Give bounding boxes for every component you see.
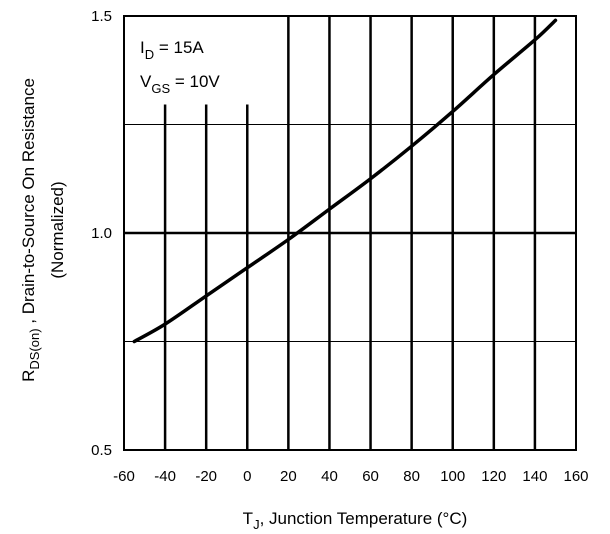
- x-axis-label-sub: J: [253, 517, 260, 532]
- y-tick-labels: 0.5 1.0 1.5: [91, 8, 112, 459]
- x-tick-label: 0: [243, 468, 251, 485]
- annotation-main: V: [140, 72, 152, 91]
- y-axis-label-line1-wrap: RDS(on) , Drain-to-Source On Resistance: [19, 78, 42, 382]
- y-tick-label: 1.5: [91, 8, 112, 25]
- annotation-rest: = 15A: [154, 38, 204, 57]
- condition-annotation: VGS = 10V: [140, 72, 220, 96]
- x-tick-label: -60: [113, 468, 135, 485]
- grid-lines: [124, 16, 576, 450]
- y-axis-label-rest: , Drain-to-Source On Resistance: [19, 78, 38, 328]
- plot-frame: [123, 15, 577, 451]
- annotation-main: I: [140, 38, 145, 57]
- annotation-sub: D: [145, 47, 154, 62]
- x-tick-label: 100: [440, 468, 465, 485]
- y-axis-label-sub: DS(on): [27, 328, 42, 369]
- annotation-sub: GS: [151, 81, 170, 96]
- y-axis-label: RDS(on) , Drain-to-Source On Resistance: [19, 78, 42, 382]
- x-tick-label: -20: [195, 468, 217, 485]
- x-axis-label: TJ, Junction Temperature (°C): [243, 509, 468, 532]
- annotation-rest: = 10V: [170, 72, 220, 91]
- x-tick-label: 160: [563, 468, 588, 485]
- y-axis-label-line2-wrap: (Normalized): [48, 181, 67, 278]
- x-tick-label: 140: [522, 468, 547, 485]
- x-tick-label: 120: [481, 468, 506, 485]
- x-tick-labels: -60 -40 -20 0 20 40 60 80 100 120 140 160: [113, 468, 588, 485]
- y-axis-label-main: R: [19, 370, 38, 382]
- condition-annotation: ID = 15A: [140, 38, 204, 62]
- x-tick-label: 40: [321, 468, 338, 485]
- y-axis-label-normalized: (Normalized): [48, 181, 67, 278]
- y-tick-label: 1.0: [91, 225, 112, 242]
- x-tick-label: -40: [154, 468, 176, 485]
- x-tick-label: 20: [280, 468, 297, 485]
- y-tick-label: 0.5: [91, 442, 112, 459]
- x-axis-label-rest: , Junction Temperature (°C): [260, 509, 468, 528]
- x-tick-label: 60: [362, 468, 379, 485]
- x-tick-label: 80: [403, 468, 420, 485]
- series-line: [132, 18, 558, 344]
- x-axis-label-main: T: [243, 509, 253, 528]
